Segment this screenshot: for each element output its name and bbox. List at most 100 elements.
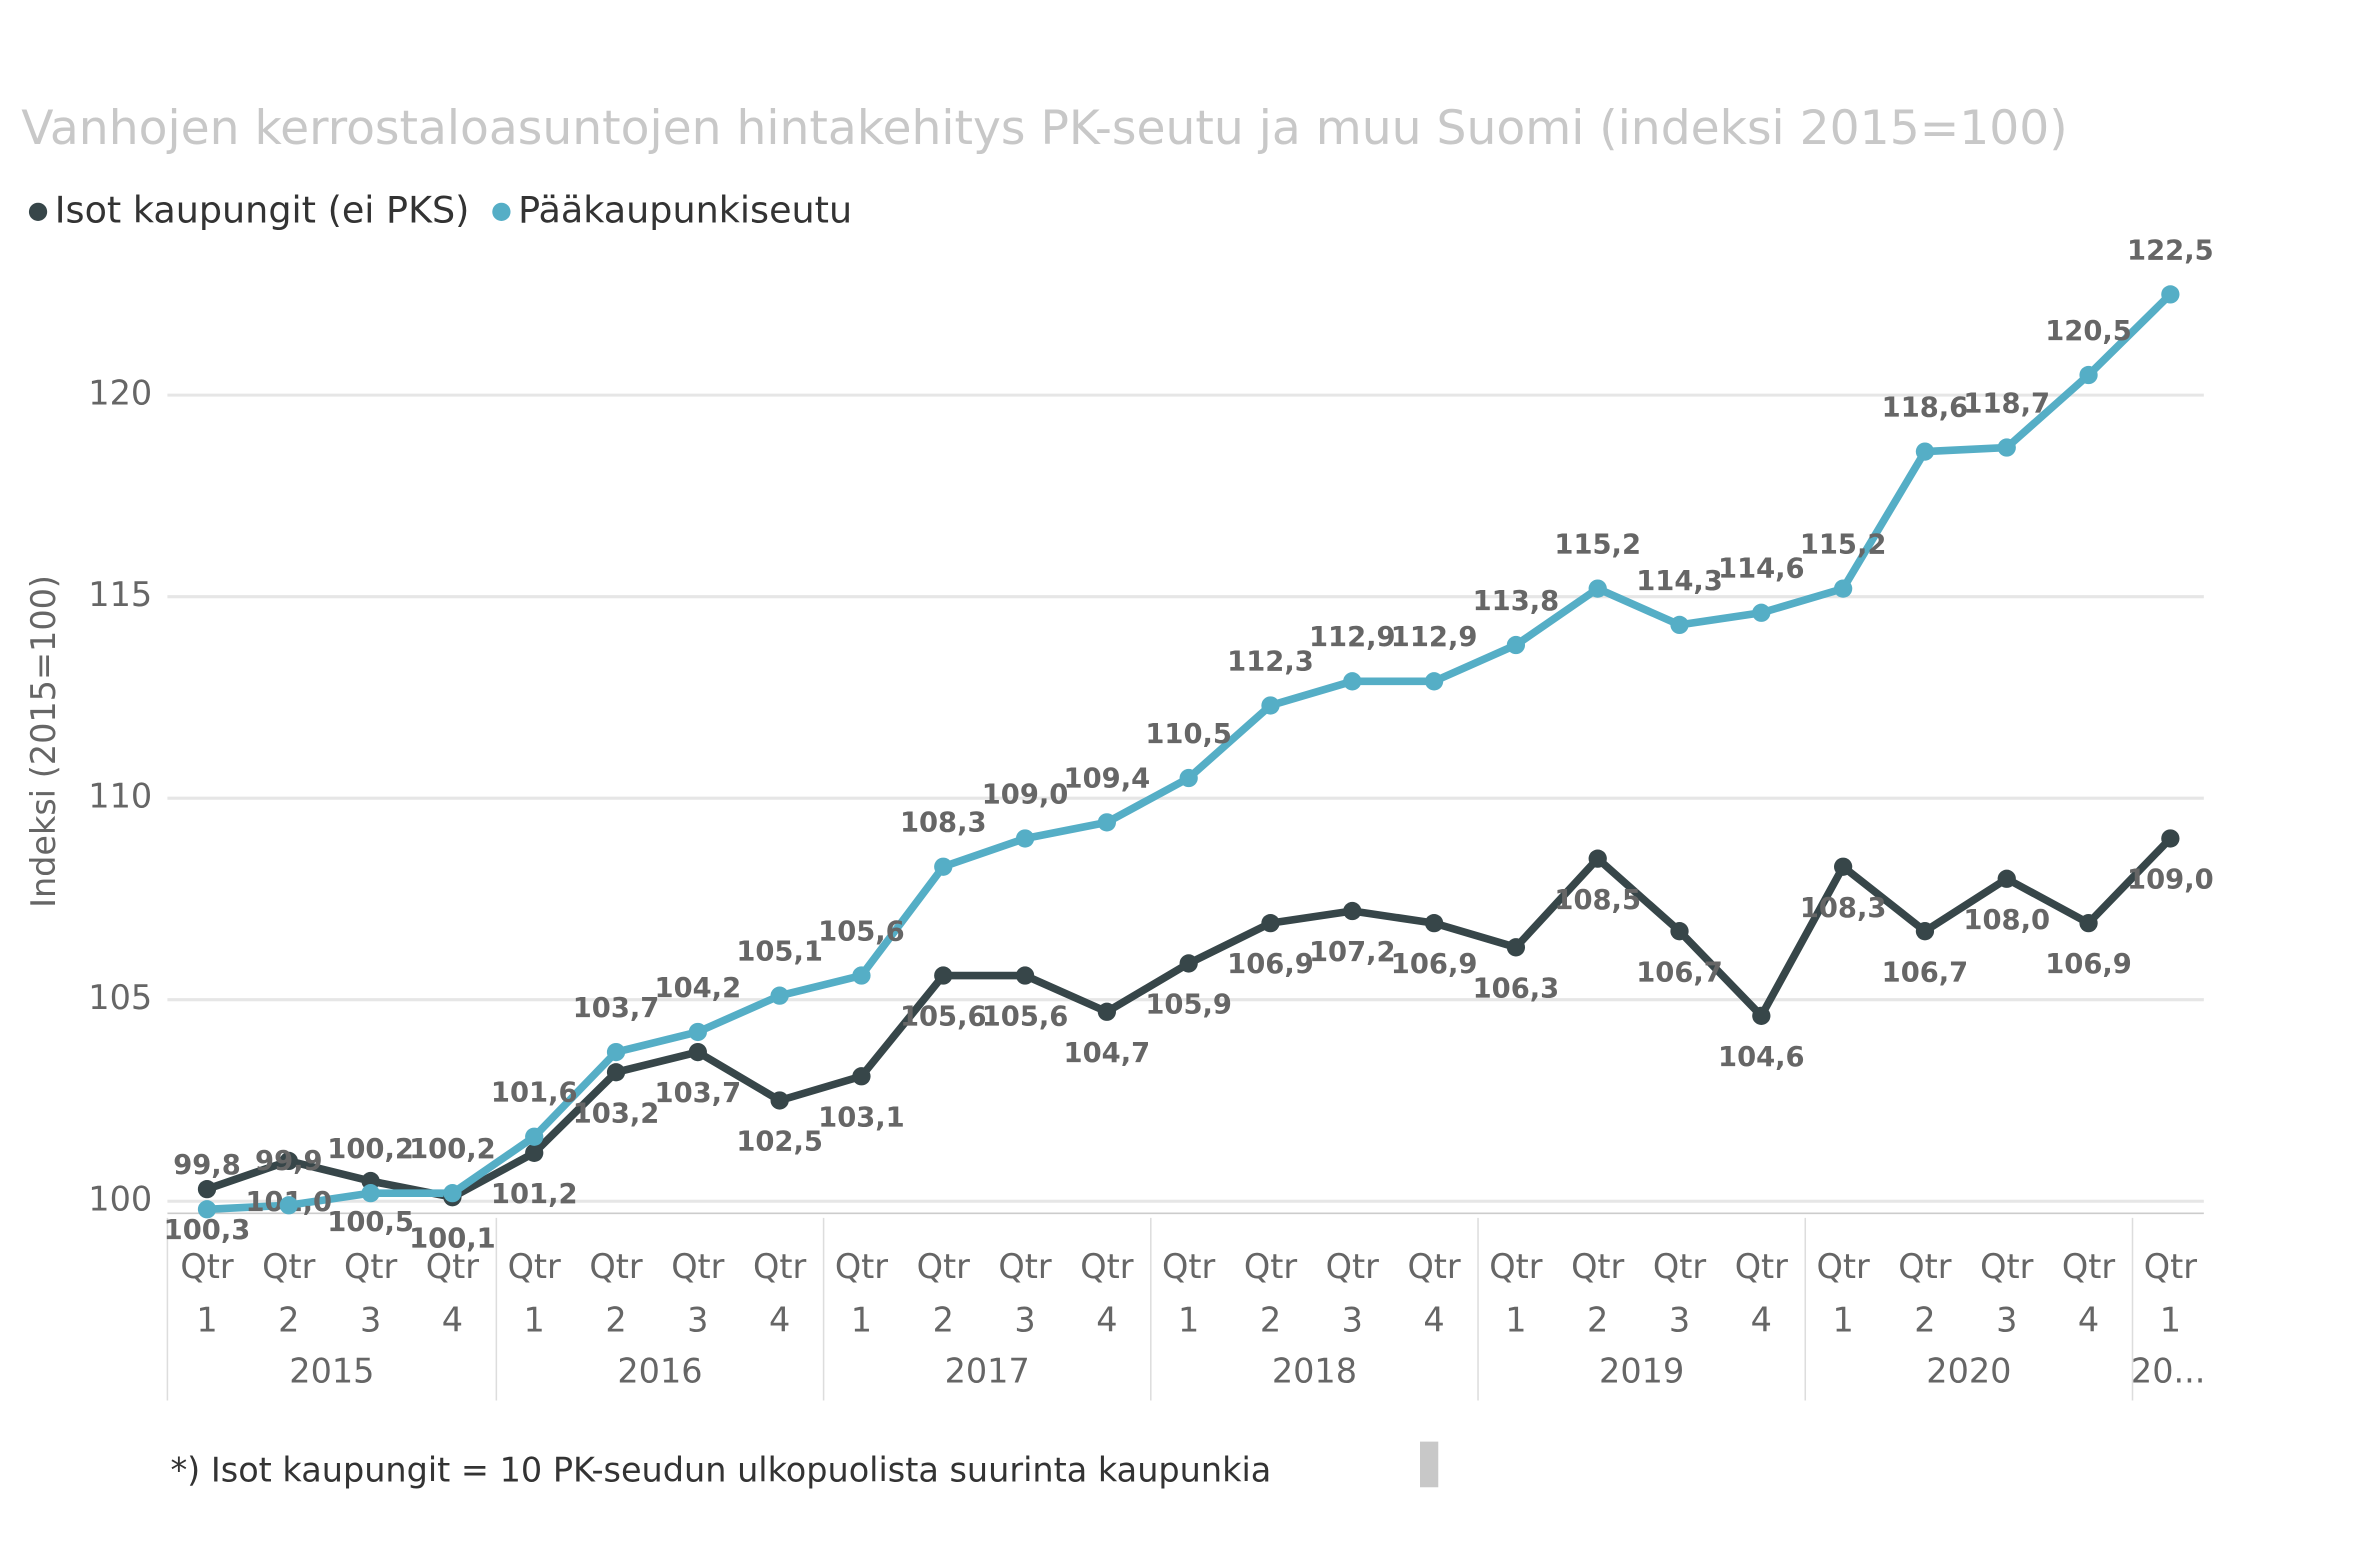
data-label: 109,0 xyxy=(982,779,1069,810)
x-tick-line: Qtr xyxy=(508,1247,561,1286)
point xyxy=(2079,365,2098,385)
point xyxy=(770,986,789,1005)
point xyxy=(1506,635,1526,655)
legend-marker xyxy=(492,202,511,221)
data-label: 104,2 xyxy=(655,973,742,1004)
data-label: 99,8 xyxy=(173,1150,241,1181)
point xyxy=(197,1200,217,1219)
data-label: 112,9 xyxy=(1309,622,1396,653)
x-tick-line: 1 xyxy=(2160,1300,2181,1339)
x-tick-label: Qtr 1 xyxy=(508,1247,561,1339)
x-tick-label: Qtr 4 xyxy=(2062,1247,2115,1339)
x-tick-label: Qtr 3 xyxy=(998,1247,1051,1339)
x-tick-line: Qtr xyxy=(589,1247,642,1286)
x-tick-label: Qtr 2 xyxy=(262,1247,315,1339)
data-label: 114,3 xyxy=(1636,566,1723,597)
x-tick-label: Qtr 4 xyxy=(1735,1247,1788,1339)
data-label: 112,9 xyxy=(1391,622,1478,653)
chart-title: Vanhojen kerrostaloasuntojen hintakehity… xyxy=(21,101,2067,156)
point xyxy=(1343,672,1362,691)
data-label: 104,6 xyxy=(1718,1042,1805,1073)
x-tick-label: Qtr 1 xyxy=(1489,1247,1542,1339)
data-label: 115,2 xyxy=(1800,529,1887,560)
data-label: 105,1 xyxy=(736,937,823,968)
point xyxy=(1261,913,1280,933)
x-tick-line: 4 xyxy=(2078,1300,2099,1339)
x-tick-line: Qtr xyxy=(1489,1247,1542,1286)
point xyxy=(1670,922,1689,941)
data-label: 100,2 xyxy=(327,1134,414,1165)
point xyxy=(1424,672,1444,691)
legend-marker xyxy=(28,202,48,221)
x-tick-line: 4 xyxy=(1751,1300,1772,1339)
x-tick-line: 3 xyxy=(1014,1300,1035,1339)
data-label: 106,9 xyxy=(1391,949,1478,980)
x-tick-line: 1 xyxy=(1505,1300,1526,1339)
point xyxy=(1997,869,2016,888)
x-tick-label: Qtr 3 xyxy=(1653,1247,1706,1339)
x-tick-line: Qtr xyxy=(1326,1247,1379,1286)
year-label: 2019 xyxy=(1599,1352,1684,1391)
point xyxy=(361,1184,380,1203)
point xyxy=(2079,913,2098,933)
data-label: 106,9 xyxy=(2045,949,2132,980)
data-label: 106,9 xyxy=(1227,949,1314,980)
x-tick-label: Qtr 2 xyxy=(1244,1247,1297,1339)
year-label: 20... xyxy=(2131,1352,2206,1391)
x-tick-label: Qtr 3 xyxy=(1980,1247,2033,1339)
x-tick-line: Qtr xyxy=(998,1247,1051,1286)
point xyxy=(1752,1006,1771,1025)
point xyxy=(606,1042,626,1062)
y-tick-label: 110 xyxy=(88,777,152,816)
data-label: 112,3 xyxy=(1227,646,1314,677)
data-label: 115,2 xyxy=(1554,529,1641,560)
data-label: 122,5 xyxy=(2127,235,2214,266)
data-label: 106,7 xyxy=(1882,957,1969,988)
series-line xyxy=(206,291,2174,1214)
x-tick-label: Qtr 1 xyxy=(1162,1247,1215,1339)
x-tick-line: 1 xyxy=(196,1300,217,1339)
data-label: 100,1 xyxy=(409,1223,496,1254)
data-label: 104,7 xyxy=(1064,1038,1151,1069)
x-tick-line: Qtr xyxy=(1080,1247,1133,1286)
data-label: 118,7 xyxy=(1963,388,2050,419)
point xyxy=(1588,849,1607,868)
x-tick-line: 3 xyxy=(687,1300,708,1339)
data-label: 100,5 xyxy=(327,1207,414,1238)
data-label: 100,2 xyxy=(409,1134,496,1165)
data-label: 103,7 xyxy=(573,993,660,1024)
point xyxy=(606,1063,626,1082)
point xyxy=(1915,922,1935,941)
point xyxy=(525,1143,544,1162)
year-label: 2016 xyxy=(617,1352,702,1391)
data-label: 113,8 xyxy=(1473,586,1560,617)
data-label: 114,6 xyxy=(1718,554,1805,585)
point xyxy=(279,1151,298,1171)
data-label: 99,9 xyxy=(255,1146,323,1177)
x-tick-line: Qtr xyxy=(1162,1247,1215,1286)
data-label: 101,6 xyxy=(491,1078,578,1109)
x-tick-label: Qtr 4 xyxy=(1080,1247,1133,1339)
point xyxy=(525,1127,544,1146)
point xyxy=(1752,603,1771,622)
point xyxy=(2161,285,2180,304)
y-tick-label: 120 xyxy=(88,374,152,413)
x-tick-line: 4 xyxy=(769,1300,790,1339)
point xyxy=(1179,768,1198,788)
legend-label: Pääkaupunkiseutu xyxy=(518,188,852,231)
x-tick-line: 3 xyxy=(1996,1300,2017,1339)
x-tick-line: 4 xyxy=(1096,1300,1117,1339)
point xyxy=(1179,954,1198,973)
x-tick-label: Qtr 1 xyxy=(835,1247,888,1339)
point xyxy=(1915,442,1935,461)
point xyxy=(688,1042,707,1062)
x-tick-line: Qtr xyxy=(753,1247,806,1286)
x-tick-line: 2 xyxy=(933,1300,954,1339)
point xyxy=(1997,438,2016,457)
x-tick-line: Qtr xyxy=(1817,1247,1870,1286)
point xyxy=(688,1022,707,1042)
x-tick-label: Qtr 4 xyxy=(426,1247,479,1339)
x-tick-label: Qtr 2 xyxy=(1898,1247,1951,1339)
x-tick-label: Qtr 2 xyxy=(1571,1247,1624,1339)
